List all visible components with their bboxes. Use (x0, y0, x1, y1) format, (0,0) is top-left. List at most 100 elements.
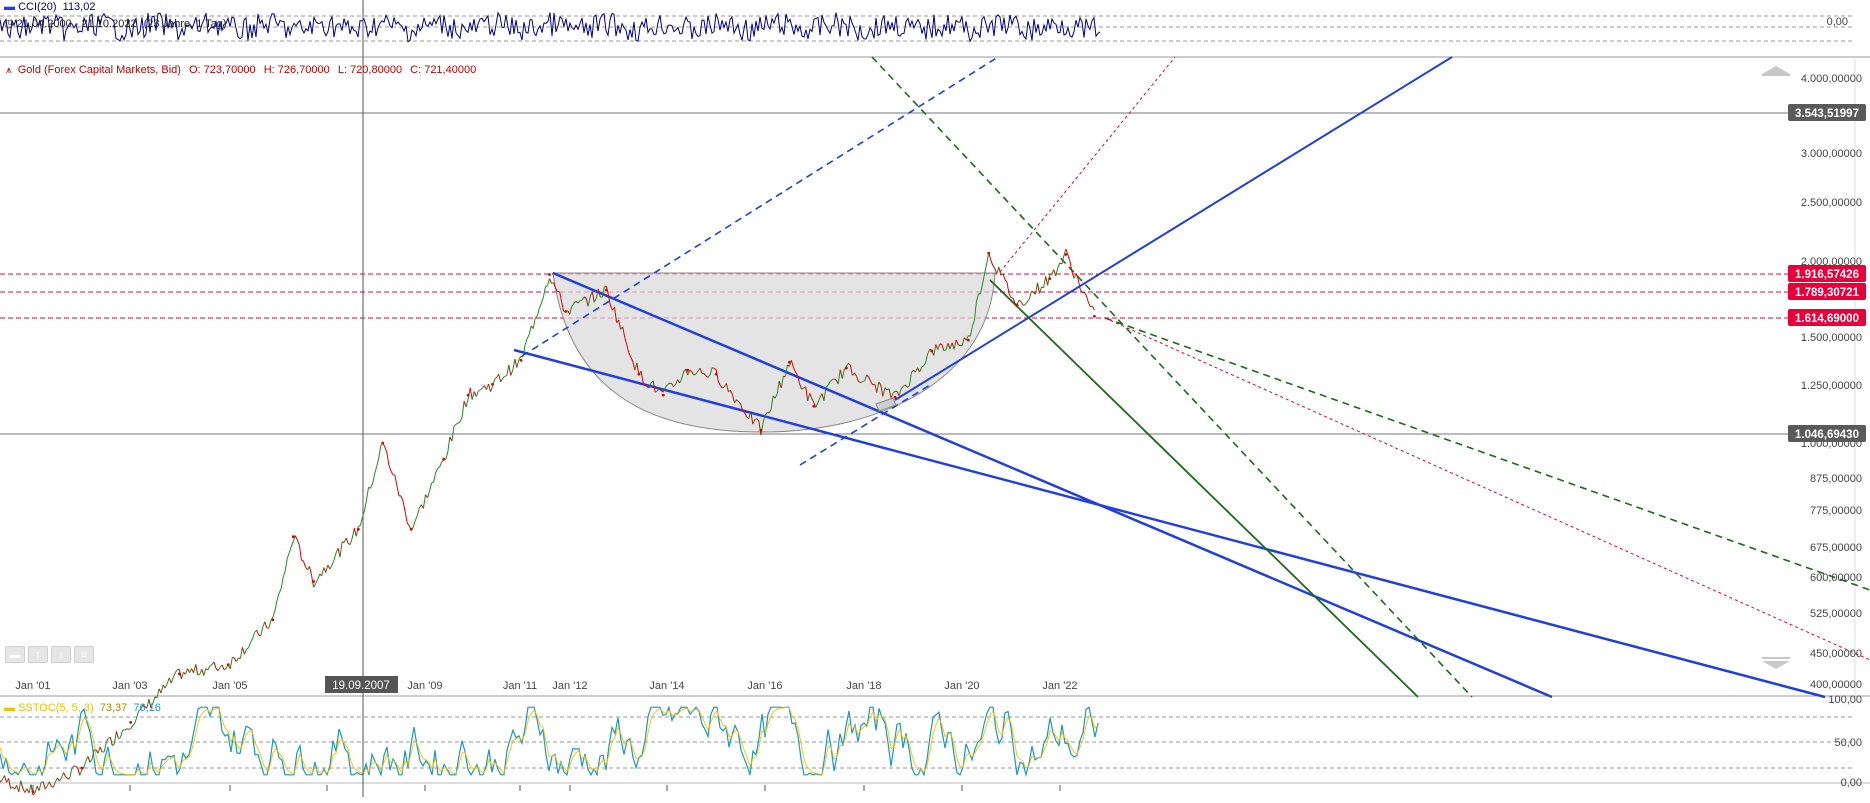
price-segment (394, 475, 398, 487)
scroll-up-icon[interactable] (1762, 66, 1790, 74)
price-segment (1004, 279, 1008, 283)
price-segment (404, 511, 408, 523)
price-segment (52, 781, 56, 788)
svg-text:3.543,51997: 3.543,51997 (1795, 108, 1859, 120)
green-solid-trendline (989, 279, 1419, 698)
price-segment (980, 283, 984, 294)
collapse-button[interactable]: ≡ (74, 646, 94, 663)
svg-text:1.614,69000: 1.614,69000 (1795, 313, 1859, 325)
price-segment (864, 374, 868, 381)
price-segment (953, 339, 957, 350)
price-segment (986, 252, 990, 265)
price-axis-ticks: 4.000,00000 3.000,00000 2.500,00000 2.00… (1801, 73, 1862, 691)
price-data-point (1048, 277, 1052, 280)
price-segment (528, 325, 532, 335)
price-segment (296, 539, 300, 546)
price-segment (1063, 248, 1067, 256)
price-segment (132, 723, 136, 727)
price-segment (422, 494, 426, 509)
price-segment (971, 320, 975, 327)
price-data-point (686, 368, 690, 372)
price-segment (648, 382, 652, 389)
price-segment (252, 632, 256, 639)
price-segment (130, 725, 134, 730)
price-data-point (788, 360, 791, 364)
price-segment (235, 657, 239, 662)
price-segment (239, 647, 243, 659)
price-segment (982, 273, 986, 284)
price-segment (870, 381, 874, 386)
price-segment (546, 278, 550, 286)
price-segment (341, 541, 345, 544)
price-segment (722, 386, 725, 389)
price-data-point (1064, 253, 1068, 256)
x-tick: Jan '18 (846, 680, 881, 692)
price-segment (583, 296, 587, 299)
price-segment (490, 386, 493, 392)
stoch-legend[interactable]: ▬ SSTOC(5, 5, 3) 73,37 76,16 (4, 702, 161, 714)
price-segment (937, 343, 941, 350)
price-segment (485, 383, 489, 390)
price-segment (542, 286, 546, 298)
stoch-d-line (0, 706, 1099, 776)
price-segment (406, 522, 410, 527)
price-segment (498, 373, 502, 382)
price-segment (795, 371, 798, 376)
price-segment (665, 384, 668, 388)
price-segment (919, 367, 923, 373)
price-segment (882, 387, 886, 397)
cci-swatch-icon: ▬ (4, 1, 15, 13)
annotation-marker-icon[interactable] (875, 397, 897, 412)
price-segment (854, 372, 857, 377)
price-segment (839, 369, 843, 379)
price-segment (681, 371, 685, 380)
price-segment (900, 386, 904, 389)
crosshair-date-tag: 19.09.2007 (325, 676, 398, 693)
price-segment (305, 566, 308, 571)
price-data-point (930, 349, 934, 353)
price-segment (691, 371, 695, 376)
price-segment (447, 436, 451, 453)
price-tick: 2.500,00000 (1801, 197, 1862, 209)
price-segment (1067, 254, 1071, 262)
cci-legend[interactable]: ▬ CCI(20) 113,02 (4, 1, 95, 13)
date-range-info[interactable]: ◷ 21.04.2000 - 21.10.2022 (23 Jahre, 1 T… (4, 17, 227, 30)
price-segment (719, 385, 723, 389)
price-segment (640, 370, 644, 383)
price-segment (63, 772, 66, 777)
scroll-up-button[interactable]: ↑ (28, 646, 48, 663)
price-segment (248, 642, 252, 648)
price-segment (1073, 273, 1077, 279)
price-segment (65, 776, 68, 779)
price-segment (0, 779, 3, 783)
price-tick: 525,00000 (1810, 608, 1862, 620)
price-data-point (519, 358, 523, 362)
price-segment (79, 769, 83, 776)
price-segment (418, 504, 422, 509)
price-segment (506, 365, 510, 376)
price-segment (561, 302, 565, 312)
price-segment (233, 657, 237, 662)
stoch-k-value: 73,37 (99, 702, 128, 714)
scroll-down-icon[interactable] (1762, 661, 1790, 669)
price-segment (1051, 269, 1055, 275)
x-tick: Jan '05 (212, 680, 247, 692)
svg-text:19.09.2007: 19.09.2007 (332, 680, 390, 692)
instrument-header[interactable]: ⩚ Gold (Forex Capital Markets, Bid) O: 7… (6, 64, 476, 76)
price-segment (1002, 273, 1006, 280)
price-segment (876, 381, 880, 393)
price-segment (1006, 282, 1010, 294)
price-segment (998, 266, 1002, 276)
scroll-down-button[interactable]: ↓ (51, 646, 71, 663)
price-segment (884, 387, 888, 391)
price-segment (199, 669, 203, 675)
cci-series-line (0, 11, 1101, 43)
price-segment (333, 553, 337, 561)
price-segment (921, 365, 924, 368)
price-segment (549, 278, 552, 284)
price-segment (97, 746, 101, 754)
price-segment (10, 786, 13, 789)
zoom-out-button[interactable]: ▬ (5, 646, 25, 663)
price-segment (504, 375, 507, 377)
